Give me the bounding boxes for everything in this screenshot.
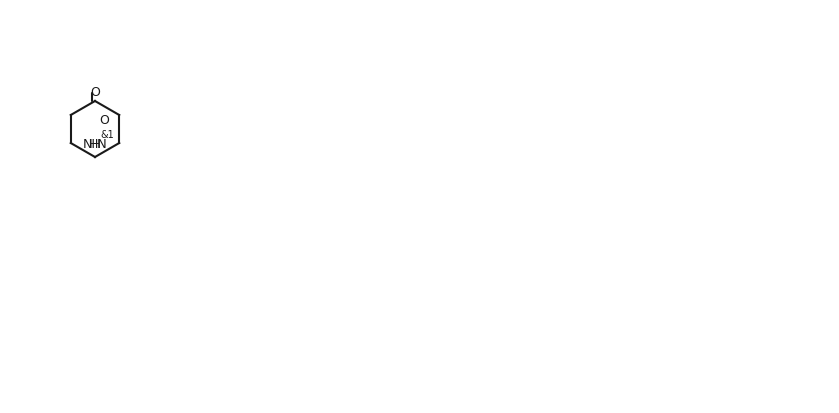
Text: O: O	[99, 114, 109, 127]
Text: NH: NH	[83, 137, 102, 150]
Text: HN: HN	[88, 137, 107, 150]
Text: &1: &1	[100, 130, 114, 140]
Text: O: O	[90, 85, 100, 98]
